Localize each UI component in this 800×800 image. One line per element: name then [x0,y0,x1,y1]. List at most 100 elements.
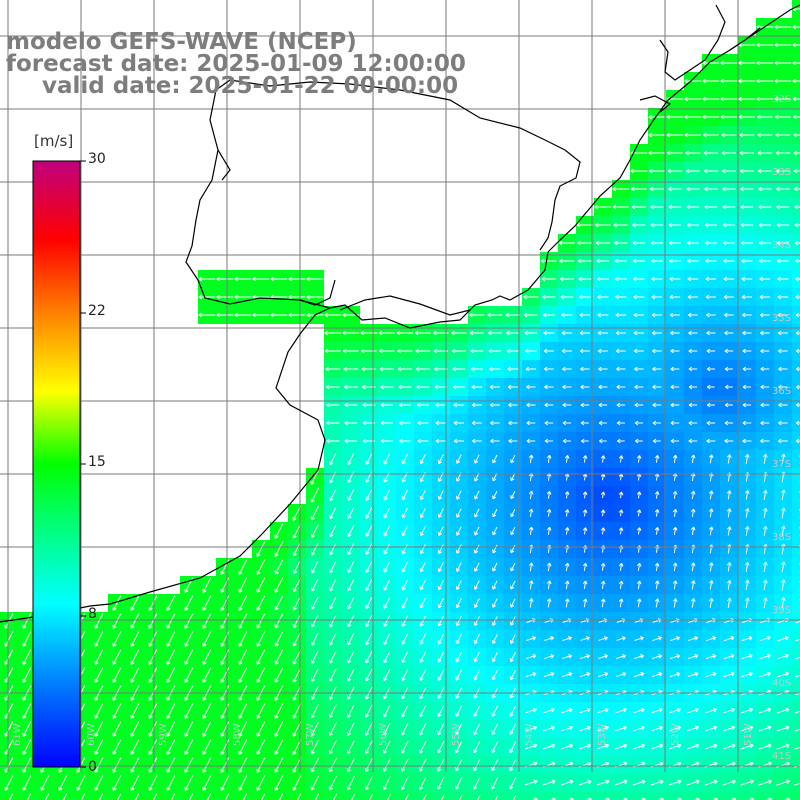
wind-arrow [346,704,355,718]
wind-arrow [686,779,700,786]
wind-arrow [777,312,789,318]
wind-cell [792,594,800,612]
wind-arrow [632,258,645,264]
wind-arrow [618,509,624,517]
wind-arrow [724,420,734,426]
wind-arrow [473,580,480,590]
wind-arrow [401,489,408,501]
wind-arrow [672,580,678,590]
wind-arrow [473,723,481,735]
wind-arrow [742,384,752,390]
wind-arrow [437,490,444,500]
wind-arrow [455,776,463,790]
wind-arrow [184,721,194,737]
wind-cell [396,792,414,800]
wind-cell [144,792,162,800]
wind-arrow [329,561,337,574]
wind-arrow [777,671,790,678]
wind-cell [216,792,234,800]
wind-arrow [720,78,738,84]
wind-arrow [654,454,660,463]
wind-arrow [579,330,591,336]
wind-arrow [274,739,284,755]
wind-arrow [763,489,768,500]
wind-arrow [597,743,610,750]
wind-arrow [524,330,538,336]
wind-arrow [216,294,234,300]
wind-arrow [741,312,752,318]
wind-arrow [792,96,800,102]
wind-arrow [380,384,394,390]
wind-arrow [343,348,359,354]
wind-arrow [311,578,319,592]
wind-arrow [724,366,733,372]
wind-arrow [722,186,736,192]
wind-arrow [561,743,574,750]
wind-arrow [618,527,624,535]
wind-arrow [220,649,230,665]
wind-arrow [775,168,790,174]
lon-label: 59W [158,723,169,746]
wind-arrow [148,757,158,773]
wind-cell [306,792,324,800]
wind-arrow [401,525,408,537]
wind-arrow [492,580,498,590]
wind-arrow [288,276,306,282]
lat-label: 37S [772,459,792,470]
wind-cell [774,792,792,800]
wind-arrow [612,204,629,210]
wind-arrow [474,526,480,536]
wind-arrow [564,527,570,535]
wind-arrow [274,541,284,557]
wind-arrow [704,204,718,210]
wind-arrow [759,635,771,642]
wind-arrow [600,509,606,517]
wind-arrow [727,597,732,608]
wind-arrow [94,613,104,629]
wind-arrow [651,276,663,282]
wind-arrow [525,743,538,750]
wind-arrow [616,366,626,372]
wind-arrow [130,667,140,683]
wind-arrow [672,508,678,517]
wind-arrow [220,739,230,755]
wind-arrow [578,276,592,282]
lon-label: 61W [12,723,23,746]
wind-arrow [596,779,610,786]
wind-arrow [471,384,483,390]
wind-arrow [702,114,720,120]
wind-arrow [727,454,732,464]
wind-arrow [727,508,732,518]
wind-arrow [763,579,768,591]
wind-arrow [455,562,462,572]
wind-arrow [404,794,409,800]
wind-arrow [94,721,104,737]
wind-arrow [329,668,337,682]
wind-arrow [329,650,337,664]
wind-arrow [651,672,663,678]
wind-arrow [365,489,373,501]
wind-cell [414,792,432,800]
lat-label: 39S [772,605,792,616]
wind-arrow [332,793,338,800]
wind-arrow [651,707,663,714]
wind-cell [792,468,800,486]
wind-arrow [453,438,464,444]
wind-arrow [777,258,789,264]
wind-arrow [523,294,539,300]
wind-arrow [742,366,752,372]
wind-arrow [435,420,447,426]
wind-arrow [166,721,176,737]
wind-cell [792,342,800,360]
wind-arrow [633,294,645,300]
wind-arrow [328,740,337,755]
wind-arrow [184,703,194,719]
wind-arrow [614,258,628,264]
wind-arrow [152,793,158,800]
wind-arrow [292,613,301,629]
wind-arrow [774,60,792,66]
wind-arrow [634,384,644,390]
wind-arrow [347,507,355,519]
wind-arrow [416,402,429,408]
wind-arrow [705,707,717,714]
